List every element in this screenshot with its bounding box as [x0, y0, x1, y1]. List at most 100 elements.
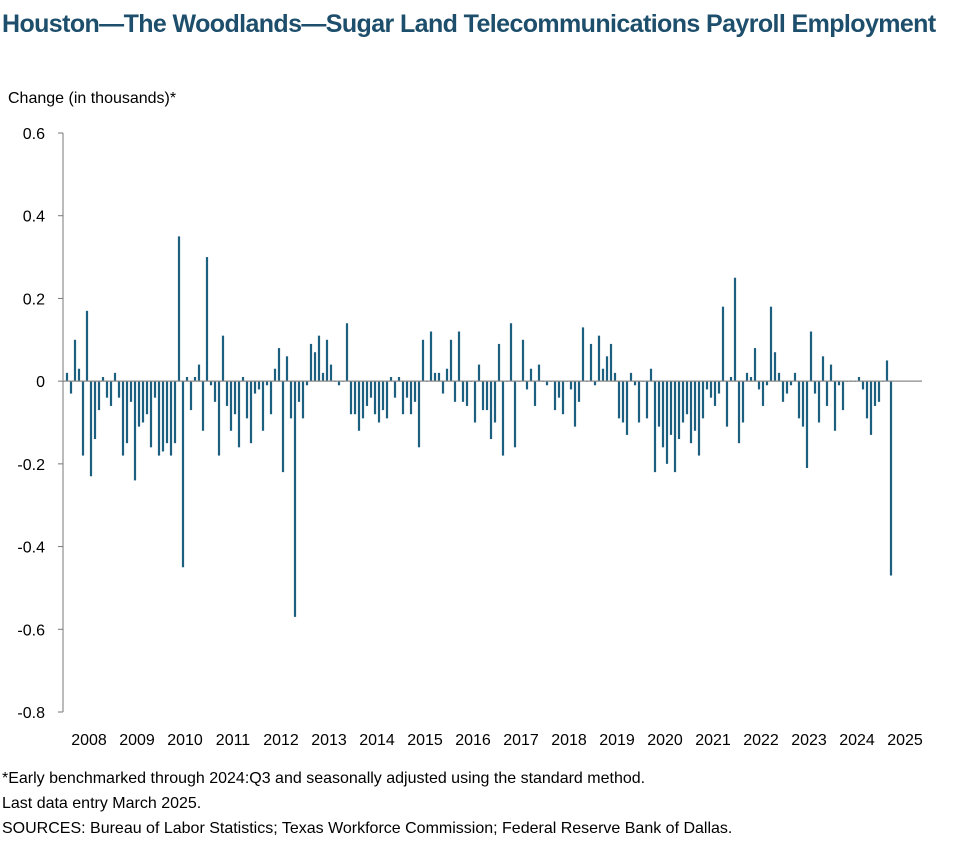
x-tick-label: 2016 [455, 732, 491, 749]
bar [669, 381, 673, 435]
bar [605, 356, 609, 382]
bar [213, 381, 217, 402]
bar [665, 381, 669, 464]
bar [861, 381, 865, 390]
bar [801, 381, 805, 427]
bar [621, 381, 625, 423]
bar [93, 381, 97, 440]
bar [765, 381, 769, 386]
bar [809, 331, 813, 382]
bar [229, 381, 233, 431]
bar [69, 381, 73, 394]
bar [645, 381, 649, 419]
bar [593, 381, 597, 386]
bar [677, 381, 681, 440]
bar [293, 381, 297, 617]
bar [225, 381, 229, 406]
bar [393, 381, 397, 398]
bar [173, 381, 177, 444]
bar [685, 381, 689, 415]
bar [537, 364, 541, 382]
bar [817, 381, 821, 423]
bar [633, 381, 637, 386]
bar [145, 381, 149, 415]
bar [321, 372, 325, 382]
y-tick-labels: 0.6 0.4 0.2 0 -0.2 -0.4 -0.6 -0.8 [17, 126, 63, 722]
bar [297, 381, 301, 402]
bar [689, 381, 693, 444]
bar [233, 381, 237, 415]
bar [613, 372, 617, 382]
bar [97, 381, 101, 411]
y-tick-label: 0 [36, 374, 45, 391]
bar [697, 381, 701, 456]
bar [709, 381, 713, 398]
bar [745, 372, 749, 382]
bar [493, 381, 497, 423]
bar [273, 368, 277, 382]
bar [185, 377, 189, 382]
bar [609, 343, 613, 382]
bar [105, 381, 109, 398]
bar [533, 381, 537, 406]
bar [361, 381, 365, 419]
bar [201, 381, 205, 431]
bar [653, 381, 657, 473]
bar [741, 381, 745, 423]
x-tick-label: 2024 [839, 732, 875, 749]
footnote-last-entry: Last data entry March 2025. [2, 795, 202, 812]
bar [153, 381, 157, 398]
bar [269, 381, 273, 415]
bar [597, 335, 601, 382]
bar [313, 352, 317, 382]
bar [481, 381, 485, 411]
bar [761, 381, 765, 406]
bar [245, 381, 249, 419]
bar [777, 372, 781, 382]
x-tick-labels: 2008 2009 2010 2011 2012 2013 2014 2015 2016 2017… [71, 732, 923, 749]
x-tick-label: 2018 [551, 732, 587, 749]
bar [573, 381, 577, 427]
bar [181, 381, 185, 568]
bar [837, 381, 841, 386]
x-tick-label: 2019 [599, 732, 635, 749]
bar [829, 364, 833, 382]
bar [637, 381, 641, 423]
bar [661, 381, 665, 448]
bar [401, 381, 405, 415]
bar [457, 331, 461, 382]
bar [65, 372, 69, 382]
bar [577, 381, 581, 402]
bar [721, 306, 725, 382]
bar [117, 381, 121, 398]
bar [81, 381, 85, 456]
bar [113, 372, 117, 382]
footnote-sources: SOURCES: Bureau of Labor Statistics; Tex… [2, 820, 733, 837]
bar [793, 372, 797, 382]
bar [757, 381, 761, 390]
bar [277, 348, 281, 382]
x-tick-label: 2022 [743, 732, 779, 749]
bar [789, 381, 793, 386]
x-tick-label: 2012 [263, 732, 299, 749]
bar [353, 381, 357, 415]
bar [241, 377, 245, 382]
bar [349, 381, 353, 415]
bar [85, 310, 89, 382]
bar [885, 360, 889, 382]
bar [657, 381, 661, 427]
bar [89, 381, 93, 477]
bar [141, 381, 145, 423]
y-tick-label: 0.6 [23, 126, 45, 143]
bar [289, 381, 293, 419]
bar [725, 381, 729, 427]
x-tick-label: 2008 [71, 732, 107, 749]
bar [513, 381, 517, 448]
bar [441, 381, 445, 394]
bar-series [65, 236, 893, 617]
bar [137, 381, 141, 427]
bar [729, 377, 733, 382]
bar [109, 381, 113, 406]
bar [377, 381, 381, 423]
bar [337, 381, 341, 386]
